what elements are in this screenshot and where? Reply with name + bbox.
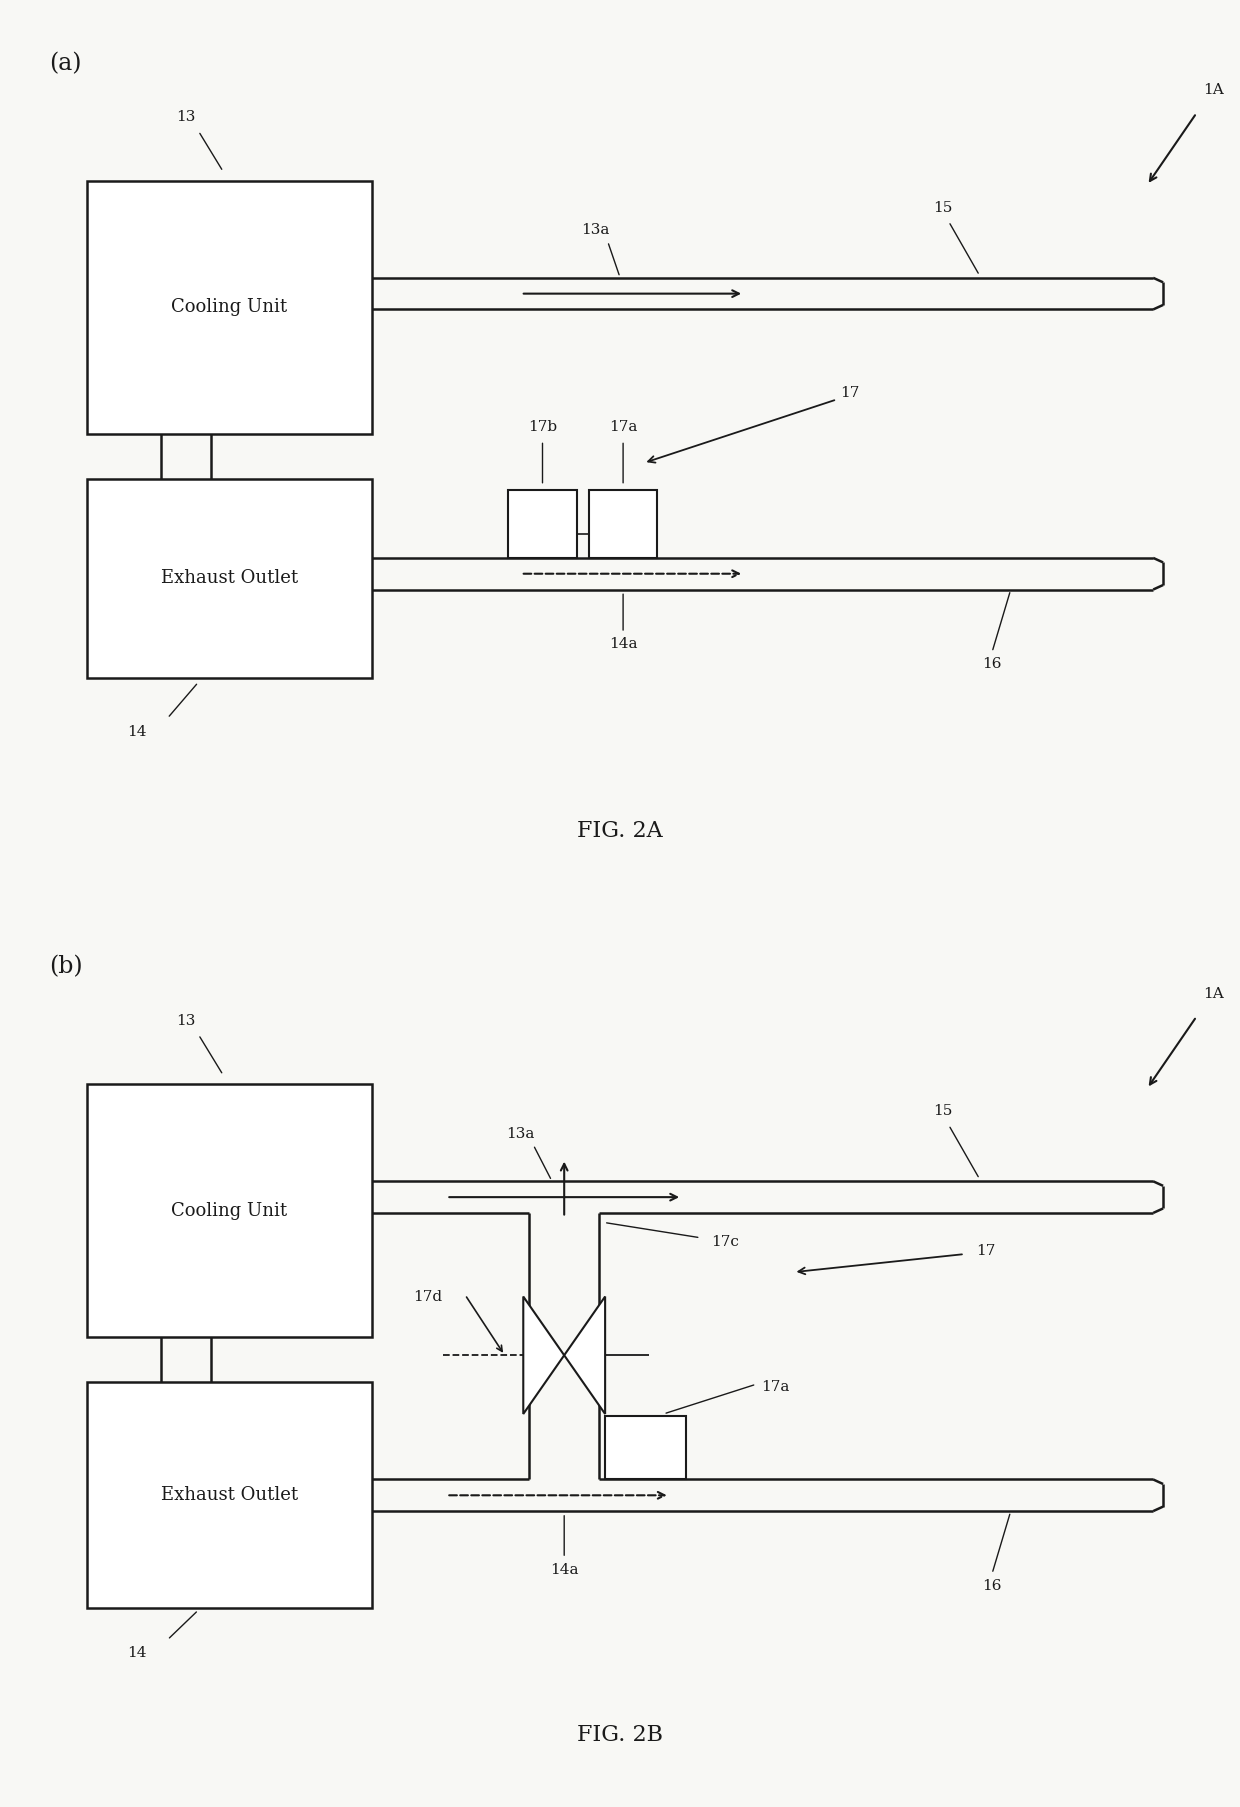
Bar xyxy=(87,181,372,434)
Text: 17a: 17a xyxy=(609,419,637,434)
Text: 15: 15 xyxy=(932,201,952,215)
Text: 14a: 14a xyxy=(609,636,637,651)
Text: 13a: 13a xyxy=(582,224,609,237)
Text: 17: 17 xyxy=(976,1245,996,1258)
Bar xyxy=(87,1382,372,1608)
Text: (a): (a) xyxy=(50,52,82,74)
Text: Cooling Unit: Cooling Unit xyxy=(171,298,288,316)
Text: 17: 17 xyxy=(839,387,859,399)
Text: FIG. 2B: FIG. 2B xyxy=(577,1724,663,1746)
Bar xyxy=(605,1417,686,1480)
Polygon shape xyxy=(523,1297,564,1413)
Text: 16: 16 xyxy=(982,1579,1002,1592)
Text: 17a: 17a xyxy=(761,1381,789,1393)
Bar xyxy=(589,490,657,558)
Polygon shape xyxy=(564,1297,605,1413)
Text: (b): (b) xyxy=(50,956,83,978)
Text: 14a: 14a xyxy=(551,1563,578,1578)
Text: 13a: 13a xyxy=(507,1128,534,1140)
Text: FIG. 2A: FIG. 2A xyxy=(577,820,663,842)
Text: 13: 13 xyxy=(176,110,196,125)
Text: 17b: 17b xyxy=(528,419,557,434)
Bar xyxy=(87,1084,372,1337)
Text: 17d: 17d xyxy=(413,1290,443,1303)
Bar xyxy=(87,479,372,678)
Text: 13: 13 xyxy=(176,1014,196,1028)
Text: 17c: 17c xyxy=(712,1236,739,1249)
Text: 15: 15 xyxy=(932,1104,952,1119)
Text: Exhaust Outlet: Exhaust Outlet xyxy=(161,569,298,587)
Text: 14: 14 xyxy=(126,725,146,739)
Text: Cooling Unit: Cooling Unit xyxy=(171,1202,288,1220)
Text: 14: 14 xyxy=(126,1646,146,1661)
Text: 1A: 1A xyxy=(1203,83,1224,98)
Bar xyxy=(508,490,577,558)
Text: 16: 16 xyxy=(982,658,1002,670)
Text: Exhaust Outlet: Exhaust Outlet xyxy=(161,1487,298,1503)
Text: 1A: 1A xyxy=(1203,987,1224,1001)
